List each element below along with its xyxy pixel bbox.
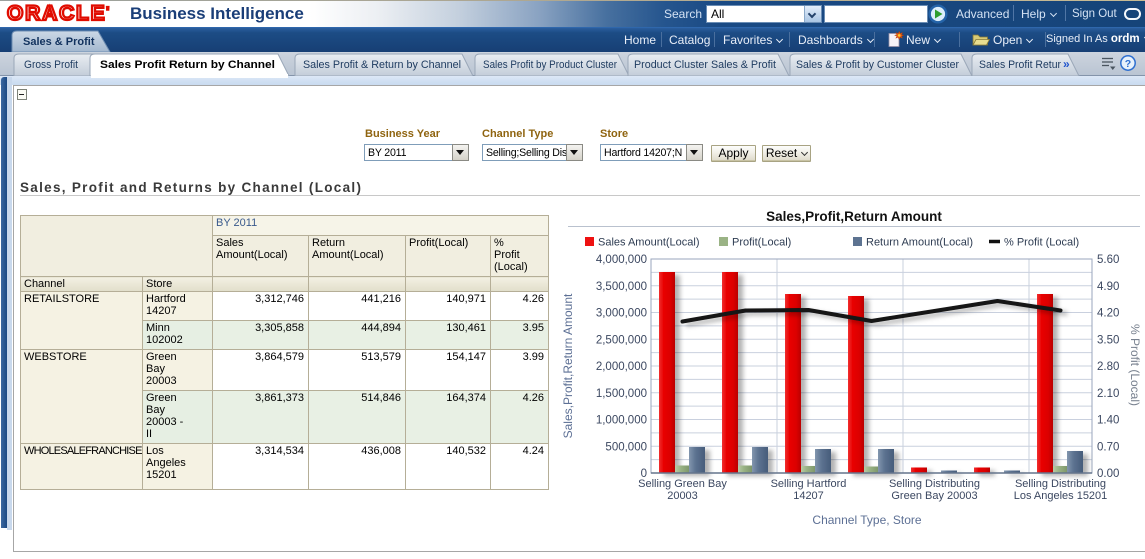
svg-text:Sales Profit & Return by Chann: Sales Profit & Return by Channel	[303, 59, 461, 71]
svg-text:?: ?	[1125, 58, 1131, 70]
svg-text:»: »	[1063, 57, 1070, 71]
svg-text:Gross Profit: Gross Profit	[24, 59, 78, 71]
svg-text:Sales Profit Return by Channel: Sales Profit Return by Channel	[100, 59, 275, 71]
svg-text:Sales Profit Retur: Sales Profit Retur	[979, 59, 1061, 71]
svg-text:Product Cluster Sales & Profit: Product Cluster Sales & Profit	[634, 59, 776, 71]
svg-text:Sales & Profit by Customer Clu: Sales & Profit by Customer Cluster	[796, 59, 959, 71]
svg-text:Sales & Profit: Sales & Profit	[23, 36, 95, 48]
svg-text:Sales Profit by Product Cluste: Sales Profit by Product Cluster	[483, 59, 617, 71]
